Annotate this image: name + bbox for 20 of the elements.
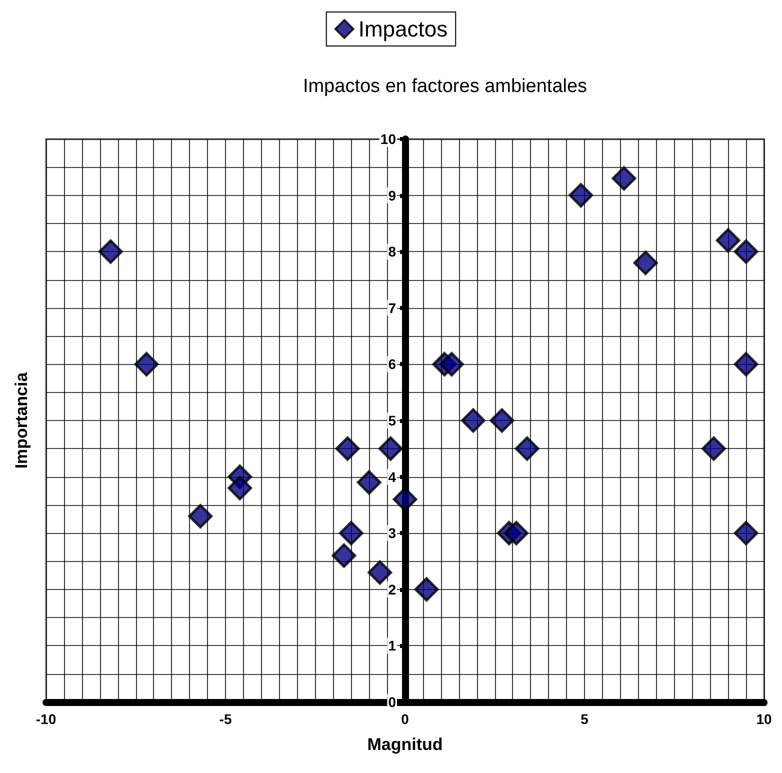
y-tick-label: 2 (388, 581, 396, 598)
y-tick-label: 1 (388, 638, 396, 654)
y-tick-label: 4 (388, 468, 396, 485)
legend-label: Impactos (358, 16, 448, 42)
chart-title: Impactos en factores ambientales (302, 76, 588, 97)
x-tick-label: 5 (580, 711, 589, 727)
y-tick-label: 8 (388, 244, 396, 260)
x-tick-label: -5 (219, 711, 232, 727)
x-tick-label: 0 (401, 711, 410, 727)
y-tick-label: 10 (380, 131, 396, 147)
y-tick-label: 5 (388, 412, 396, 428)
y-tick-label: 0 (388, 694, 396, 710)
y-tick-label: 7 (388, 300, 396, 316)
x-tick-label: -10 (36, 711, 56, 727)
y-tick-label: 3 (388, 525, 396, 542)
y-tick-label: 6 (388, 356, 396, 372)
y-axis-title: Importancia (12, 372, 31, 469)
x-axis-title: Magnitud (367, 735, 443, 754)
y-tick-label: 9 (388, 187, 396, 204)
x-tick-label: 10 (756, 711, 772, 727)
